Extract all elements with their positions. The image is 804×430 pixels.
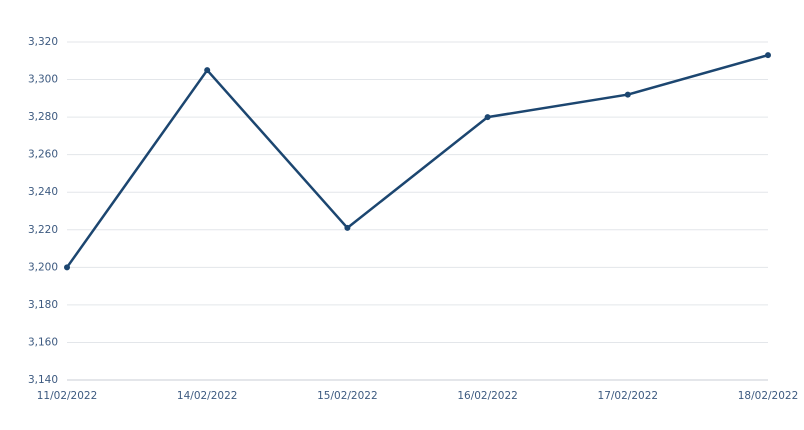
y-tick-label: 3,200 (28, 261, 58, 273)
x-tick-label: 14/02/2022 (177, 390, 238, 402)
y-tick-label: 3,300 (28, 74, 58, 86)
x-tick-label: 18/02/2022 (738, 390, 799, 402)
x-tick-label: 17/02/2022 (598, 390, 659, 402)
point (64, 264, 70, 271)
y-tick-label: 3,280 (28, 111, 58, 123)
point (344, 224, 351, 231)
y-tick-label: 3,320 (28, 36, 58, 48)
line (65, 53, 769, 269)
x-tick-label: 16/02/2022 (457, 390, 518, 402)
y-tick-label: 3,160 (28, 336, 58, 348)
y-tick-label: 3,180 (28, 299, 58, 311)
y-tick-label: 3,240 (28, 186, 58, 198)
y-tick-label: 3,220 (28, 224, 58, 236)
x-tick-label: 11/02/2022 (37, 390, 98, 402)
point (765, 52, 771, 59)
point (484, 114, 491, 121)
point (204, 67, 211, 74)
y-tick-label: 3,140 (28, 374, 58, 386)
x-tick-label: 15/02/2022 (317, 390, 378, 402)
y-tick-label: 3,260 (28, 149, 58, 161)
point (624, 91, 631, 98)
